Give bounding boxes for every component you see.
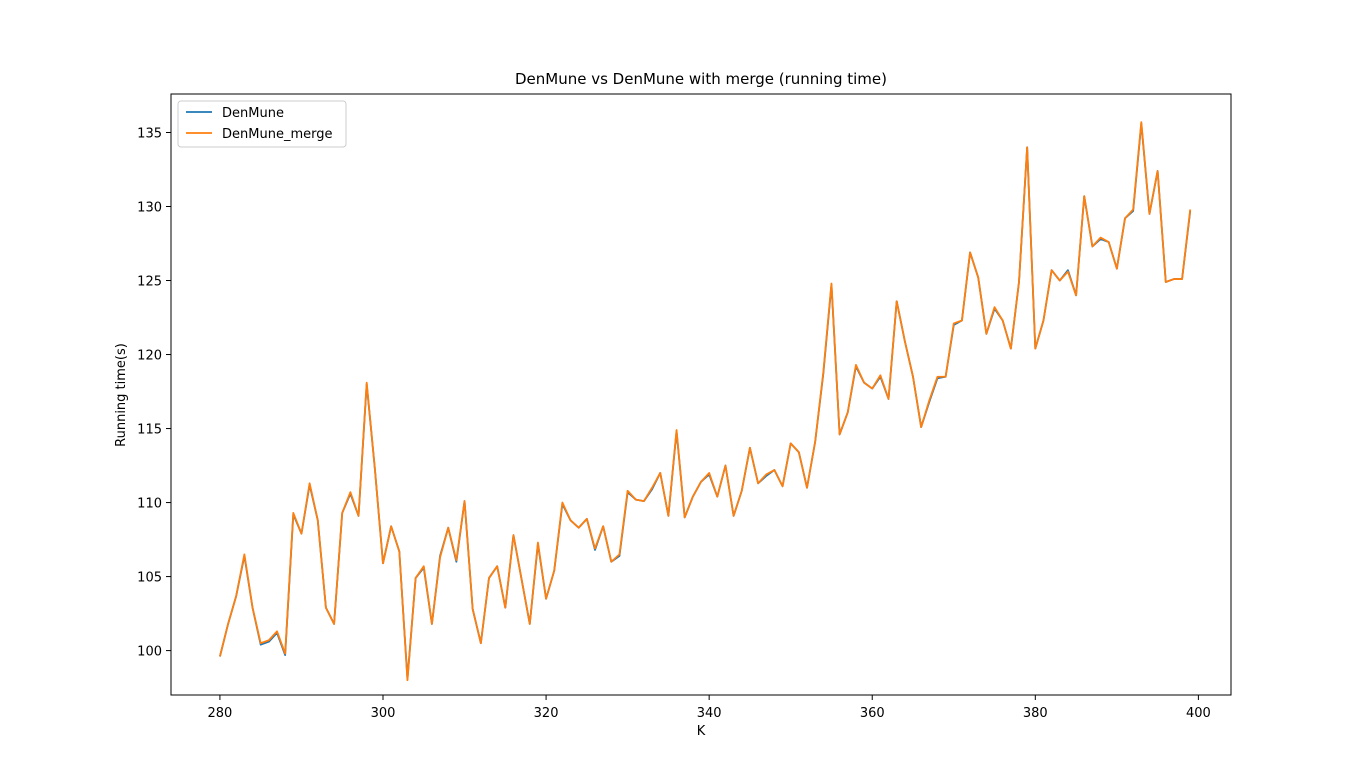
series-line-denmune-merge bbox=[219, 121, 1192, 682]
plot-frame bbox=[170, 93, 1232, 696]
legend-label-denmune: DenMune bbox=[222, 106, 284, 121]
x-axis: 280 300 320 340 360 380 400 bbox=[208, 695, 1211, 721]
x-tick-label: 300 bbox=[371, 706, 396, 721]
series-layer bbox=[219, 121, 1192, 682]
y-tick-label: 130 bbox=[137, 201, 162, 216]
legend-box bbox=[177, 100, 347, 148]
x-tick-label: 380 bbox=[1023, 706, 1048, 721]
legend: DenMune DenMune_merge bbox=[177, 100, 347, 148]
y-axis: 100 105 110 115 120 125 130 135 bbox=[137, 126, 171, 660]
y-tick-label: 120 bbox=[137, 349, 162, 364]
x-tick-label: 340 bbox=[697, 706, 722, 721]
y-tick-label: 105 bbox=[137, 571, 162, 586]
legend-label-denmune-merge: DenMune_merge bbox=[222, 127, 332, 142]
x-tick-label: 400 bbox=[1186, 706, 1211, 721]
chart-title: DenMune vs DenMune with merge (running t… bbox=[515, 70, 887, 88]
x-tick-label: 320 bbox=[534, 706, 559, 721]
plot-area bbox=[170, 93, 1232, 696]
y-tick-label: 115 bbox=[137, 423, 162, 438]
y-tick-label: 100 bbox=[137, 645, 162, 660]
y-tick-label: 125 bbox=[137, 275, 162, 290]
y-tick-label: 110 bbox=[137, 497, 162, 512]
x-tick-label: 360 bbox=[860, 706, 885, 721]
y-tick-label: 135 bbox=[137, 126, 162, 141]
x-axis-label: K bbox=[697, 724, 706, 739]
x-tick-label: 280 bbox=[208, 706, 233, 721]
y-axis-label: Running time(s) bbox=[114, 343, 129, 447]
